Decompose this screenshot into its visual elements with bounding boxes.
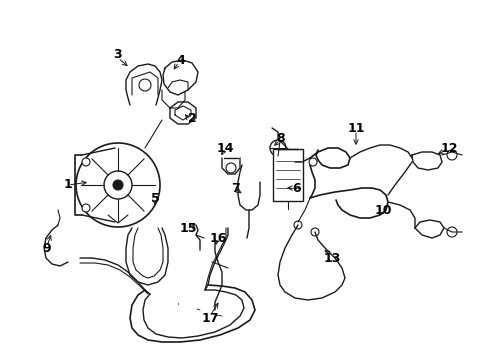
Text: 1: 1 bbox=[63, 179, 72, 192]
Circle shape bbox=[76, 143, 160, 227]
Circle shape bbox=[82, 204, 90, 212]
Text: 9: 9 bbox=[42, 242, 51, 255]
Circle shape bbox=[269, 140, 285, 156]
Text: 5: 5 bbox=[150, 192, 159, 204]
Text: 6: 6 bbox=[292, 181, 301, 194]
Text: 4: 4 bbox=[176, 54, 185, 67]
Circle shape bbox=[225, 163, 236, 173]
Text: 14: 14 bbox=[216, 141, 233, 154]
Text: 16: 16 bbox=[209, 231, 226, 244]
Text: 3: 3 bbox=[113, 49, 122, 62]
Text: 2: 2 bbox=[187, 112, 196, 125]
Circle shape bbox=[293, 221, 302, 229]
Circle shape bbox=[446, 150, 456, 160]
Text: 17: 17 bbox=[201, 311, 218, 324]
Bar bbox=[272, 149, 303, 201]
Circle shape bbox=[446, 227, 456, 237]
Text: 10: 10 bbox=[373, 203, 391, 216]
Circle shape bbox=[310, 228, 318, 236]
Circle shape bbox=[113, 180, 123, 190]
Text: 11: 11 bbox=[346, 122, 364, 135]
Circle shape bbox=[82, 158, 90, 166]
Circle shape bbox=[308, 158, 316, 166]
Circle shape bbox=[139, 79, 151, 91]
Text: 8: 8 bbox=[276, 131, 285, 144]
Text: 7: 7 bbox=[231, 181, 240, 194]
Circle shape bbox=[104, 171, 132, 199]
Text: 12: 12 bbox=[439, 141, 457, 154]
Text: 15: 15 bbox=[179, 221, 196, 234]
Text: 13: 13 bbox=[323, 252, 340, 265]
